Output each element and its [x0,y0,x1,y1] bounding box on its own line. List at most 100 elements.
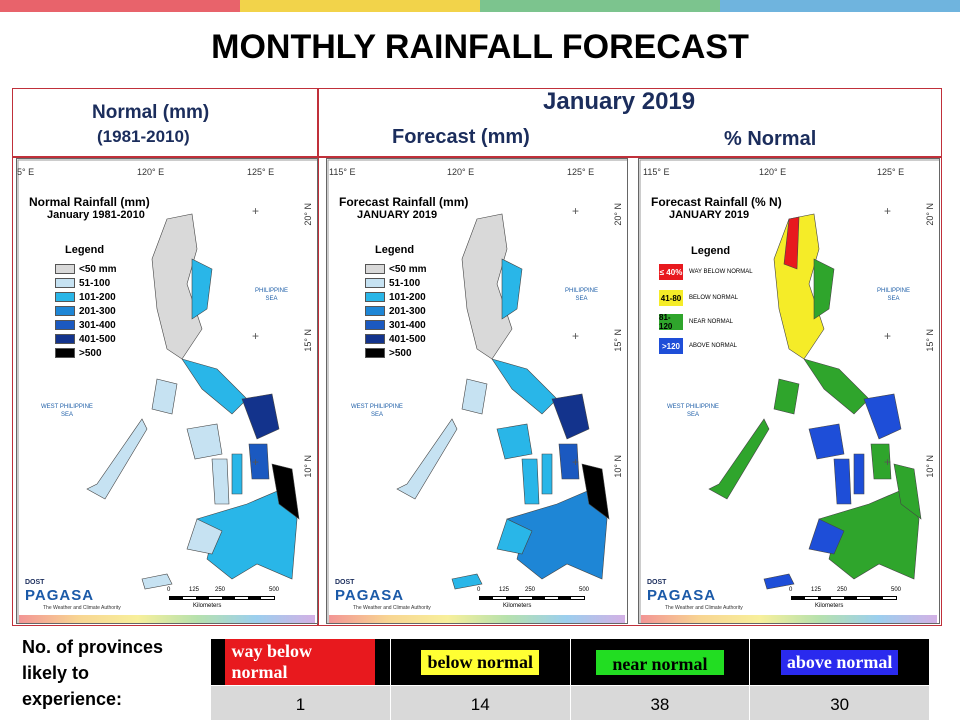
legend-row: 301-400 [365,319,426,331]
axis-lat-2: 15° N [303,329,313,352]
legend-swatch [55,264,75,274]
axis-lon-2: 120° E [447,167,475,177]
grid-cross: + [572,455,580,469]
scale-tick: 500 [269,587,280,593]
scale-unit: Kilometers [815,603,844,609]
legend-swatch [365,334,385,344]
region-leyte [248,443,270,480]
region-mindoro [151,378,178,415]
sea-label-philippine: PHILIPPINE SEA [877,288,911,302]
region-samar [863,393,902,440]
legend-label: 301-400 [79,319,116,331]
grid-cross: + [884,455,892,469]
legend-swatch [365,278,385,288]
axis-lon-3: 125° E [567,167,595,177]
legend-row: 51-100 [365,277,420,289]
region-bicol [803,358,870,415]
sea-label-west: WEST PHILIPPINE SEA [41,404,93,418]
legend-swatch [55,334,75,344]
logo-pagasa: PAGASA [335,587,405,604]
legend-label: 301-400 [389,319,426,331]
scale-bar [791,596,897,600]
region-mindanao-west [186,518,223,555]
scale-bar [169,596,275,600]
count-below-normal: 14 [389,685,571,720]
category-cell: near normal [569,638,751,686]
legend-row: ≤ 40% WAY BELOW NORMAL [659,263,753,281]
legend-row: 201-300 [55,305,116,317]
grid-cross: + [884,329,892,343]
header-normal-line2: (1981-2010) [97,127,190,146]
legend-label: 201-300 [79,305,116,317]
axis-lat-2: 15° N [925,329,935,352]
region-palawan [396,418,458,500]
map-frame-right [318,156,942,626]
legend-row: 51-100 [55,277,110,289]
legend-row: >120 ABOVE NORMAL [659,337,737,355]
scale-tick: 0 [477,587,481,593]
map-percent-svg [639,159,939,623]
grid-cross: + [572,204,580,218]
legend-swatch: 41-80 [659,290,683,306]
map-panel-forecast: 115° E 120° E 125° E 20° N 15° N 10° N F… [326,158,628,624]
legend-label: <50 mm [79,263,117,275]
map-normal-svg [17,159,317,623]
logo-tagline: The Weather and Climate Authority [353,605,431,611]
count-above-normal: 30 [749,685,930,720]
legend-label: 51-100 [79,277,111,289]
legend-swatch: >120 [659,338,683,354]
map-panel-percent: 115° E 120° E 125° E 20° N 15° N 10° N F… [638,158,940,624]
top-bar-segment-yellow [240,0,480,12]
legend-label: 51-100 [389,277,421,289]
region-luzon-east [191,258,213,320]
legend-label: 401-500 [389,333,426,345]
top-bar-segment-green [480,0,720,12]
legend-row: 41-80 BELOW NORMAL [659,289,738,307]
category-row: way below normal below normal near norma… [210,638,930,686]
legend-row: 401-500 [365,333,426,345]
legend-swatch [365,306,385,316]
region-panay [186,423,223,460]
axis-lon-2: 120° E [759,167,787,177]
category-above-normal: above normal [780,649,899,675]
map-title: Forecast Rainfall (mm) [339,195,469,209]
legend-swatch: 81-120 [659,313,683,331]
legend-row: >500 [365,347,412,359]
axis-lat-1: 20° N [303,203,313,226]
axis-lon-1: 115° E [643,167,670,177]
region-leyte [558,443,580,480]
region-bicol [491,358,558,415]
region-mindanao-east [271,463,300,520]
grid-cross: + [252,204,260,218]
provinces-table: way below normal below normal near norma… [210,638,930,720]
map-subtitle: January 1981-2010 [47,209,145,221]
scale-tick: 125 [811,587,822,593]
grid-cross: + [252,329,260,343]
slide-title: MONTHLY RAINFALL FORECAST [211,28,749,66]
legend-title: Legend [375,244,415,256]
legend-title: Legend [691,245,731,257]
scale-tick: 0 [167,587,171,593]
axis-lon-1: 5° E [17,167,35,177]
legend-row: <50 mm [55,263,117,275]
top-color-bar [0,0,960,12]
count-near-normal: 38 [569,685,751,720]
legend-swatch [365,320,385,330]
logo-tagline: The Weather and Climate Authority [43,605,121,611]
provinces-label: No. of provinces likely to experience: [22,634,163,712]
philippines-map-percent [708,213,922,590]
region-luzon-east [501,258,523,320]
count-row: 1 14 38 30 [210,685,930,720]
legend-label: 101-200 [389,291,426,303]
sea-label-west: WEST PHILIPPINE SEA [667,404,719,418]
category-below-normal: below normal [421,649,539,675]
sea-label-philippine: PHILIPPINE SEA [565,288,599,302]
region-mindanao-west [496,518,533,555]
region-mindanao-east [893,463,922,520]
legend-row: 101-200 [55,291,116,303]
axis-lon-3: 125° E [247,167,275,177]
map-title: Normal Rainfall (mm) [29,195,150,209]
legend-row: 101-200 [365,291,426,303]
legend-row: 201-300 [365,305,426,317]
legend-row: >500 [55,347,102,359]
